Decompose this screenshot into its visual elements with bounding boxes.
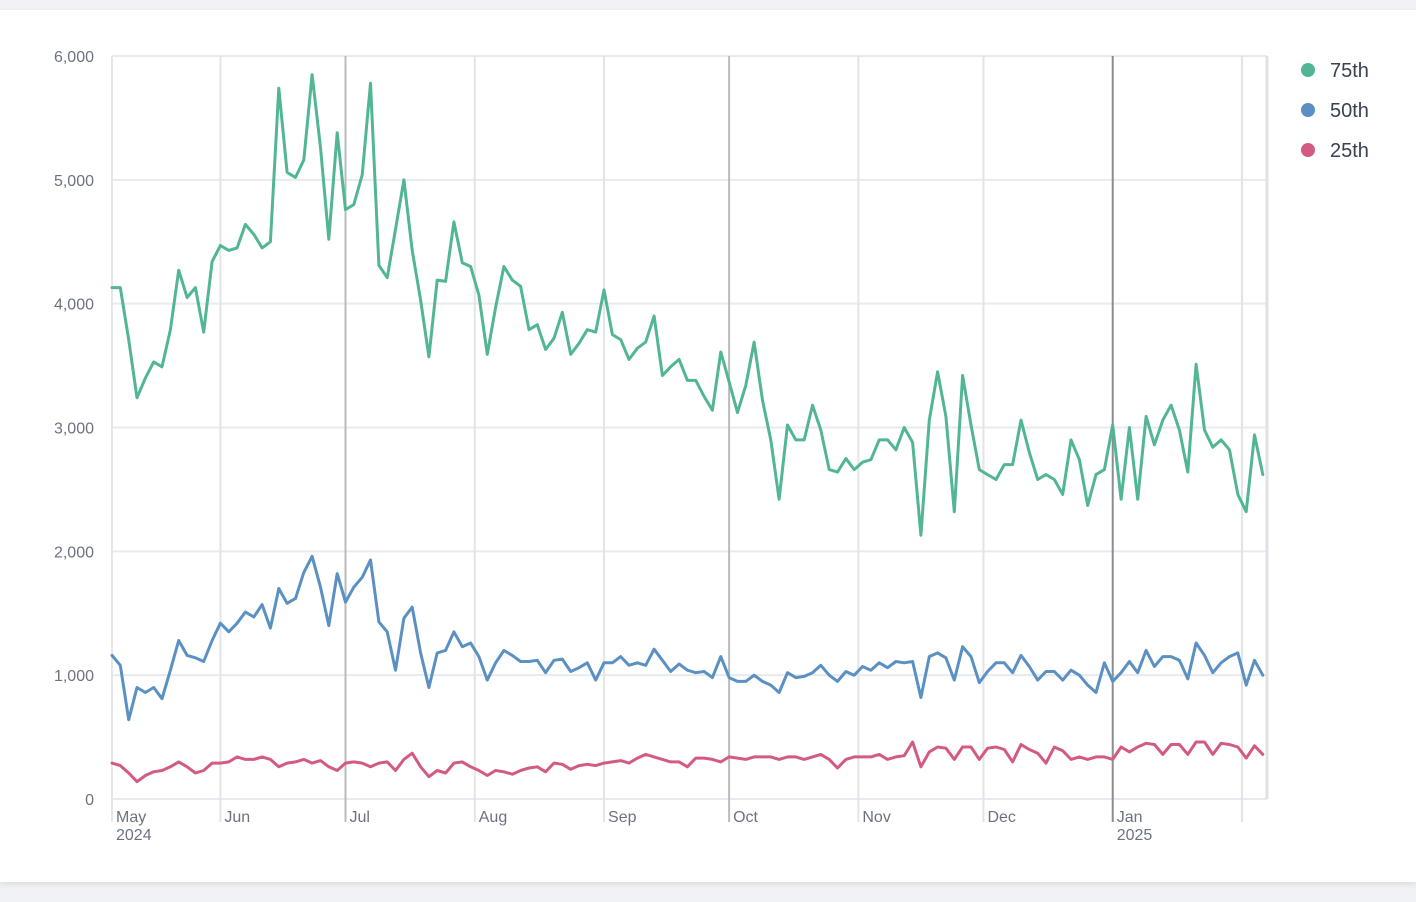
x-tick-label: Dec [987, 809, 1015, 826]
x-tick-label: Jun [224, 809, 250, 826]
legend: 75th 50th 25th [1301, 60, 1369, 162]
legend-item-50th[interactable]: 50th [1301, 100, 1369, 122]
legend-label: 75th [1330, 60, 1369, 82]
x-tick-label: Aug [479, 809, 507, 826]
y-tick-label: 3,000 [54, 421, 94, 438]
y-tick-label: 2,000 [54, 544, 94, 561]
legend-item-25th[interactable]: 25th [1301, 140, 1369, 162]
legend-dot-icon [1301, 63, 1315, 77]
chart-card [0, 10, 1416, 882]
x-tick-label: Jul [350, 809, 370, 826]
x-tick-label: Jan [1117, 809, 1143, 826]
y-tick-label: 5,000 [54, 173, 94, 190]
y-tick-label: 6,000 [54, 49, 94, 66]
x-tick-label: Nov [862, 809, 890, 826]
x-tick-year-label: 2025 [1117, 827, 1153, 844]
legend-dot-icon [1301, 143, 1315, 157]
legend-label: 50th [1330, 100, 1369, 122]
series-lines [110, 73, 1265, 784]
x-tick-label: Sep [608, 809, 637, 826]
y-tick-label: 1,000 [54, 668, 94, 685]
legend-label: 25th [1330, 140, 1369, 162]
legend-dot-icon [1301, 103, 1315, 117]
gridlines [111, 55, 1269, 822]
series-line-50th [110, 554, 1265, 722]
y-axis-ticks: 0 1,000 2,000 3,000 4,000 5,000 6,000 [54, 49, 94, 809]
x-tick-label: Oct [733, 809, 758, 826]
series-line-75th [110, 73, 1265, 537]
series-line-25th [110, 740, 1265, 784]
x-tick-label: May [116, 809, 146, 826]
y-tick-label: 0 [85, 792, 94, 809]
y-tick-label: 4,000 [54, 297, 94, 314]
x-tick-year-label: 2024 [116, 827, 152, 844]
legend-item-75th[interactable]: 75th [1301, 60, 1369, 82]
